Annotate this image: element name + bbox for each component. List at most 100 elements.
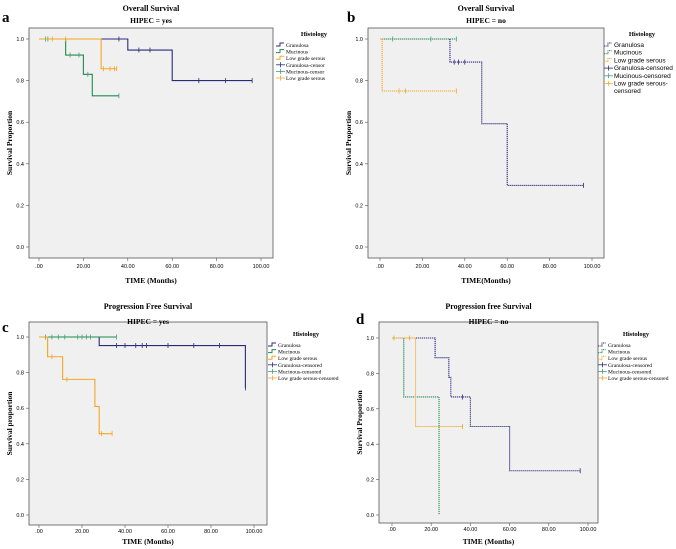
- x-tick-label: 100.00: [253, 264, 270, 270]
- legend-line-swatch: [598, 349, 606, 354]
- legend-line-swatch: [268, 349, 276, 354]
- legend-line-swatch: [604, 50, 612, 55]
- y-tick-label: 0.0: [16, 513, 24, 519]
- legend-item: Granulosa-censored: [614, 65, 673, 72]
- chart-title: Progression free Survival: [445, 302, 532, 311]
- x-tick-label: 20.00: [77, 264, 91, 270]
- x-tick-label: 80.00: [542, 527, 556, 533]
- legend-item: Granulosa: [278, 343, 301, 349]
- x-axis-label: TIME (Months): [463, 537, 515, 546]
- x-tick-label: 20.00: [416, 264, 430, 270]
- chart-subtitle: HIPEC = yes: [130, 16, 172, 25]
- legend-item: Low grade serous-: [614, 81, 668, 88]
- y-tick-label: 0.8: [16, 371, 24, 377]
- legend-line-swatch: [604, 42, 612, 47]
- x-tick-label: .00: [388, 527, 396, 533]
- y-tick-label: 1.0: [16, 37, 24, 43]
- legend-item: Low grade serous: [278, 356, 317, 362]
- chart-title: Progression Free Survival: [104, 302, 193, 311]
- panel-letter: b: [347, 10, 355, 26]
- y-tick-label: 0.4: [16, 162, 24, 168]
- x-tick-label: 40.00: [464, 527, 478, 533]
- x-tick-label: 80.00: [204, 529, 218, 535]
- x-tick-label: 100.00: [584, 264, 601, 270]
- x-tick-label: 80.00: [543, 264, 557, 270]
- legend-title: Histology: [301, 31, 328, 38]
- legend-item: Granulosa-censored: [608, 363, 652, 369]
- chart-subtitle: HIPEC = yes: [127, 317, 169, 326]
- legend-line-swatch: [598, 355, 606, 360]
- y-tick-label: 0.4: [355, 162, 363, 168]
- y-tick-label: 0.6: [355, 120, 363, 126]
- y-tick-label: 0.8: [16, 79, 24, 85]
- legend-line-swatch: [268, 355, 276, 360]
- legend-item: Mucinous-censor: [286, 69, 324, 75]
- plot-area: [367, 27, 605, 259]
- legend-item: Granulosa: [614, 42, 644, 49]
- legend-item: Granulosa-censored: [278, 363, 322, 369]
- y-tick-label: 0.2: [355, 203, 363, 209]
- y-tick-label: 0.0: [16, 245, 24, 251]
- legend-item: Low grade serous: [286, 76, 325, 82]
- y-axis-label: Survival Proportion: [344, 110, 353, 175]
- legend-item: Mucinous-censored: [614, 73, 671, 80]
- x-tick-label: 40.00: [118, 529, 132, 535]
- legend-line-swatch: [604, 57, 612, 62]
- survival-line-mucinous: [392, 337, 440, 515]
- panel-letter: a: [2, 10, 10, 26]
- x-tick-label: .00: [35, 529, 43, 535]
- x-tick-label: 20.00: [424, 527, 438, 533]
- y-tick-label: 0.4: [16, 442, 24, 448]
- x-tick-label: 40.00: [458, 264, 472, 270]
- legend-item: Mucinous-censored: [278, 369, 322, 375]
- x-tick-label: .00: [376, 264, 384, 270]
- legend-line-swatch: [276, 42, 284, 47]
- survival-line-mucinous: [39, 38, 119, 97]
- y-tick-label: 0.6: [16, 406, 24, 412]
- y-axis-label: Survival proportion: [5, 391, 14, 456]
- panel-letter: c: [2, 320, 9, 336]
- legend-item: Low grade serous-censored: [278, 376, 339, 382]
- x-tick-label: 60.00: [165, 264, 179, 270]
- y-tick-label: 1.0: [16, 335, 24, 341]
- panel-letter: d: [356, 312, 365, 328]
- legend-item: Mucinous: [286, 50, 308, 56]
- legend-item: Granulosa: [608, 343, 631, 349]
- legend-line-swatch: [276, 55, 284, 60]
- x-tick-label: .00: [35, 264, 43, 270]
- plot-area: [28, 27, 274, 259]
- legend-item: Mucinous: [278, 350, 300, 356]
- x-axis-label: TIME (Months): [122, 537, 174, 546]
- survival-line-low-grade-serous: [380, 38, 457, 92]
- legend-title: Histology: [293, 331, 320, 338]
- x-tick-label: 40.00: [121, 264, 135, 270]
- x-tick-label: 60.00: [503, 527, 517, 533]
- y-tick-label: 0.6: [366, 407, 374, 413]
- y-tick-label: 0.0: [366, 513, 374, 519]
- survival-line-low-grade-serous: [39, 336, 113, 435]
- legend-item: Granulosa-censor: [286, 63, 325, 69]
- y-tick-label: 0.6: [16, 120, 24, 126]
- legend-item: censored: [614, 88, 641, 95]
- legend-title: Histology: [629, 31, 656, 38]
- y-tick-label: 1.0: [355, 37, 363, 43]
- legend-item: Mucinous-censored: [608, 369, 652, 375]
- y-axis-label: Survival Proportion: [5, 110, 14, 175]
- y-tick-label: 0.2: [366, 478, 374, 484]
- x-axis-label: TIME (Months): [125, 276, 177, 285]
- chart-title: Overall Survival: [123, 4, 180, 13]
- y-tick-label: 0.2: [16, 477, 24, 483]
- y-tick-label: 0.8: [355, 79, 363, 85]
- panel-c: c Progression Free Survival HIPEC = yes 0.0…: [2, 302, 339, 546]
- x-tick-label: 60.00: [500, 264, 514, 270]
- y-tick-label: 0.4: [366, 442, 374, 448]
- chart-subtitle: HIPEC = no: [469, 317, 509, 326]
- legend-item: Mucinous: [614, 50, 643, 57]
- chart-subtitle: HIPEC = no: [466, 16, 506, 25]
- legend-line-swatch: [276, 49, 284, 54]
- panel-b: b Overall Survival HIPEC = no 0.0 0.2 0.4 0.6 0…: [344, 4, 673, 285]
- panel-a: a Overall Survival HIPEC = yes 0.0 0.2 0.4 0.6…: [2, 4, 328, 285]
- y-tick-label: 0.2: [16, 203, 24, 209]
- chart-title: Overall Survival: [458, 4, 515, 13]
